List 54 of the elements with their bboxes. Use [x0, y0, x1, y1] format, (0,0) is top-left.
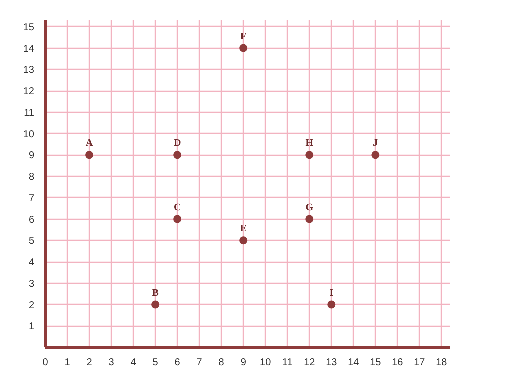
- annotation: E: [240, 224, 248, 235]
- annotation: H: [306, 138, 314, 150]
- x-tick-label: 14: [348, 358, 360, 368]
- x-tick-label: 6: [174, 358, 181, 368]
- point: [306, 151, 314, 160]
- y-tick-label: 7: [28, 193, 35, 204]
- annotation: D: [174, 138, 182, 150]
- x-tick-label: 2: [86, 358, 93, 368]
- x-tick-label: 8: [218, 358, 225, 368]
- x-tick-label: 12: [304, 358, 316, 368]
- y-tick-label: 8: [28, 172, 35, 184]
- y-tick-label: 4: [28, 258, 35, 269]
- point: [174, 215, 182, 224]
- y-tick-label: 1: [28, 322, 35, 333]
- annotation: A: [86, 138, 94, 150]
- point: [152, 300, 160, 309]
- x-tick-label: 11: [282, 358, 294, 368]
- y-tick-label: 9: [28, 150, 35, 162]
- annotation: B: [152, 288, 160, 299]
- x-tick-label: 5: [152, 358, 159, 368]
- point: [306, 215, 314, 224]
- point: [174, 151, 182, 160]
- x-tick-label: 1: [64, 358, 71, 368]
- y-tick-label: 5: [28, 236, 35, 248]
- point: [240, 44, 248, 52]
- x-tick-label: 16: [392, 358, 404, 368]
- annotation: G: [306, 202, 314, 214]
- y-tick-label: 6: [28, 214, 35, 226]
- point: [240, 236, 248, 245]
- point: [86, 151, 94, 160]
- point: [372, 151, 380, 160]
- y-tick-label: 15: [23, 22, 35, 34]
- annotation: F: [240, 31, 247, 42]
- x-tick-label: 4: [130, 358, 137, 368]
- y-tick-label: 2: [28, 300, 35, 312]
- y-tick-label: 3: [28, 278, 35, 290]
- x-tick-label: 15: [370, 358, 382, 368]
- y-tick-label: 11: [24, 108, 35, 119]
- x-tick-label: 3: [108, 358, 115, 368]
- annotation: C: [174, 202, 182, 214]
- x-tick-label: 7: [196, 358, 203, 368]
- y-tick-label: 12: [23, 86, 35, 98]
- x-tick-label: 10: [260, 358, 272, 368]
- y-tick-label: 10: [23, 129, 35, 140]
- annotation: J: [373, 138, 378, 150]
- x-tick-label: 18: [436, 358, 448, 368]
- point: [328, 300, 336, 309]
- x-tick-label: 9: [240, 358, 247, 368]
- x-tick-label: 0: [42, 358, 49, 368]
- annotation: I: [330, 288, 334, 299]
- x-tick-label: 17: [414, 358, 426, 368]
- y-tick-label: 14: [23, 44, 35, 55]
- y-tick-label: 13: [23, 65, 35, 76]
- x-tick-label: 13: [326, 358, 338, 368]
